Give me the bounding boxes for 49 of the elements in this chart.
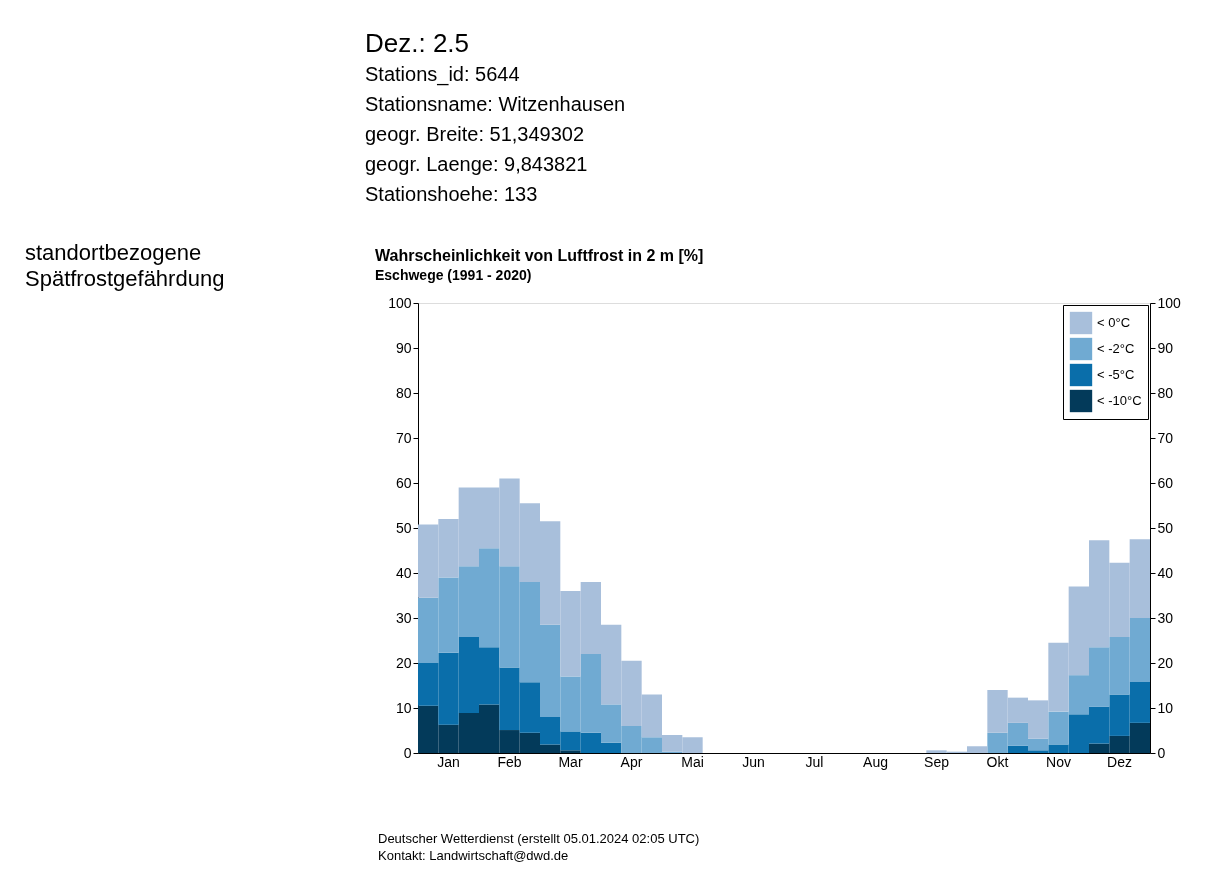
y2-tick-label: 0 (1157, 744, 1166, 761)
text: Stationshoehe: 133 (365, 183, 538, 205)
legend-label: < -2°C (1097, 341, 1135, 356)
y2-tick-label: 60 (1157, 474, 1174, 491)
y-tick-label: 80 (395, 384, 412, 401)
chart-subtitle: Eschwege (1991 - 2020) (375, 267, 532, 283)
y-tick-label: 90 (395, 339, 412, 356)
x-tick-label: Aug (863, 753, 888, 770)
y2-tick-label: 20 (1157, 654, 1174, 671)
y-tick-label: 40 (395, 564, 412, 581)
y-tick-label: 0 (403, 744, 412, 761)
x-tick-label: Sep (924, 753, 950, 770)
y2-tick-label: 100 (1157, 294, 1182, 311)
text: Deutscher Wetterdienst (erstellt 05.01.2024 02:05 UTC) (378, 831, 700, 846)
x-tick-label: Jan (437, 753, 460, 770)
x-tick-label: Mar (558, 753, 583, 770)
text: Stations_id: 5644 (365, 63, 520, 86)
y2-tick-label: 40 (1157, 564, 1174, 581)
x-tick-label: Jul (805, 753, 824, 770)
y-tick-label: 10 (395, 699, 412, 716)
y-tick-label: 30 (395, 609, 412, 626)
text: Kontakt: Landwirtschaft@dwd.de (378, 848, 569, 863)
x-tick-label: Mai (681, 753, 704, 770)
y2-tick-label: 50 (1157, 519, 1174, 536)
y2-tick-label: 70 (1157, 429, 1174, 446)
x-tick-label: Feb (497, 753, 522, 770)
text: Dez.: 2.5 (365, 28, 470, 58)
y-tick-label: 100 (388, 294, 412, 311)
x-tick-label: Dez (1107, 753, 1132, 770)
y-tick-label: 60 (395, 474, 412, 491)
x-tick-label: Nov (1046, 753, 1071, 770)
y-tick-label: 70 (395, 429, 412, 446)
y2-tick-label: 90 (1157, 339, 1174, 356)
x-tick-label: Jun (742, 753, 765, 770)
legend-label: < -5°C (1097, 367, 1135, 382)
legend-label: < 0°C (1097, 315, 1131, 330)
text: geogr. Laenge: 9,843821 (365, 153, 588, 175)
text: standortbezogene Spätfrostgefährdung (25, 240, 225, 292)
y2-tick-label: 80 (1157, 384, 1174, 401)
text: geogr. Breite: 51,349302 (365, 123, 585, 145)
legend-label: < -10°C (1097, 393, 1142, 408)
y2-tick-label: 10 (1157, 699, 1174, 716)
chart-title: Wahrscheinlichkeit von Luftfrost in 2 m [%] (375, 247, 704, 264)
x-tick-label: Apr (620, 753, 643, 770)
text: Stationsname: Witzenhausen (365, 93, 626, 115)
y-tick-label: 20 (395, 654, 412, 671)
y2-tick-label: 30 (1157, 609, 1174, 626)
y-tick-label: 50 (395, 519, 412, 536)
x-tick-label: Okt (986, 753, 1009, 770)
